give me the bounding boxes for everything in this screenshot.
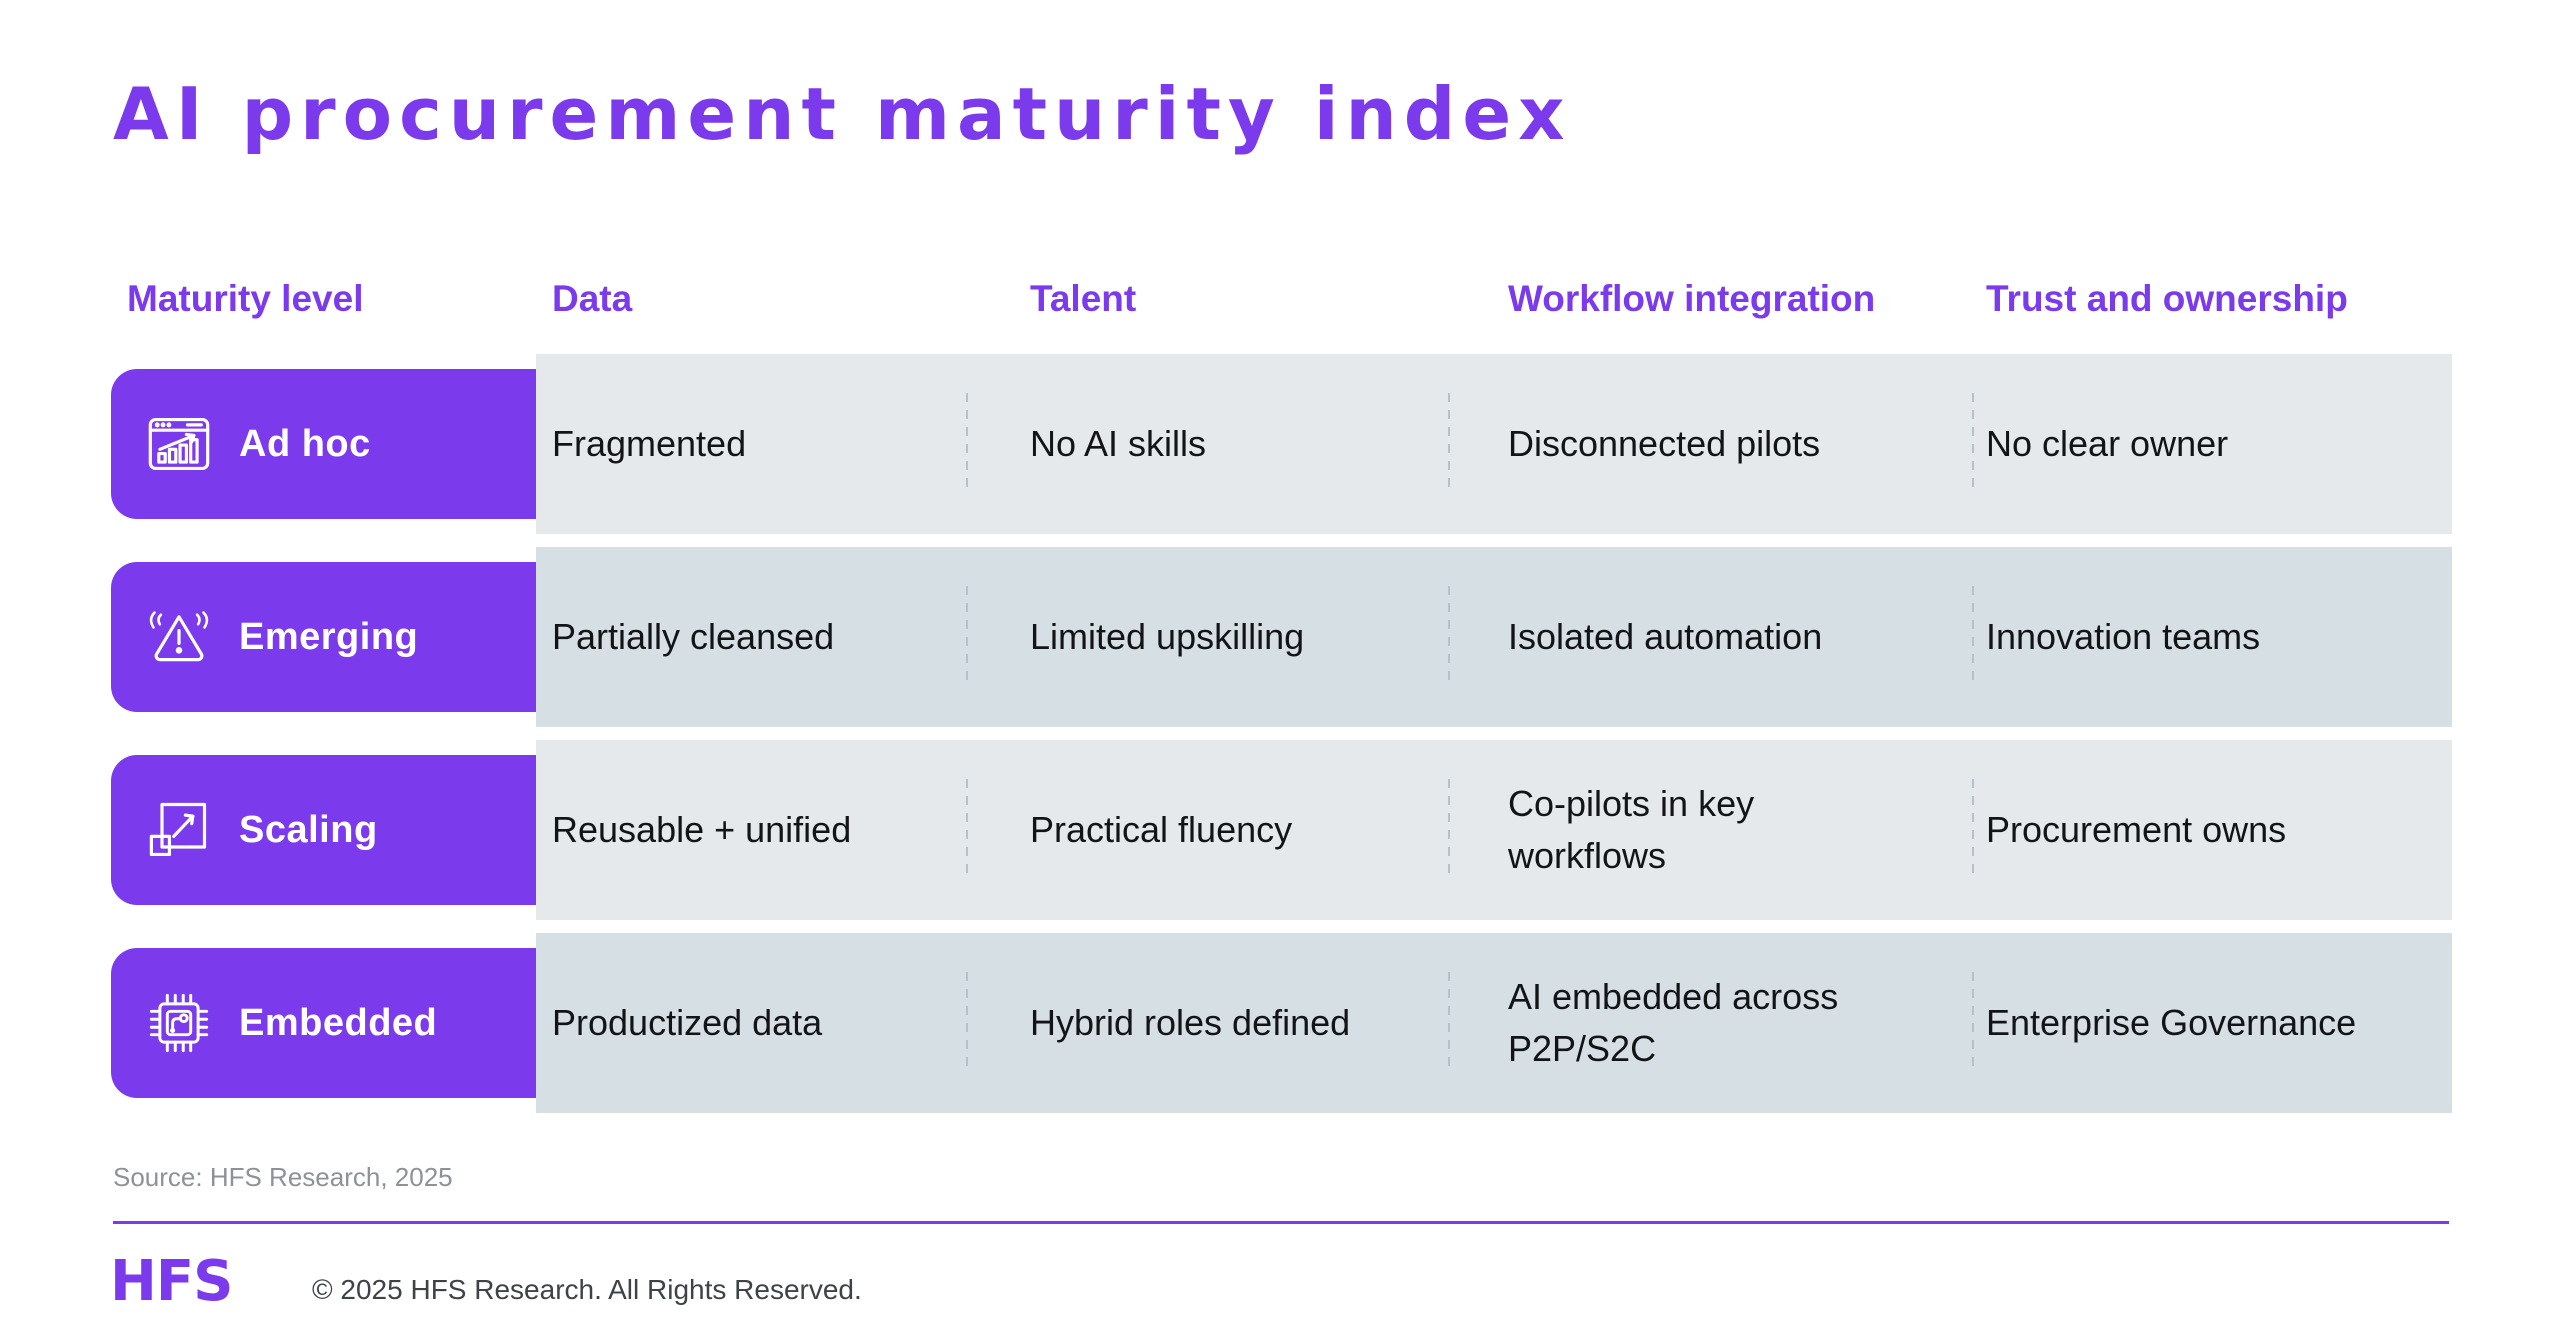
maturity-level-label: Emerging: [239, 615, 419, 658]
column-divider: [966, 393, 968, 495]
row-background: [536, 740, 2452, 920]
column-divider: [966, 586, 968, 688]
cell-trust-and-ownership: Innovation teams: [1986, 615, 2261, 657]
maturity-level-pill: Ad hoc: [111, 369, 536, 519]
column-divider: [1972, 972, 1974, 1074]
maturity-level-label: Embedded: [239, 1001, 438, 1044]
column-divider: [966, 972, 968, 1074]
column-header-workflow-integration: Workflow integration: [1508, 278, 1876, 319]
column-header-talent: Talent: [1030, 278, 1137, 319]
source-note: Source: HFS Research, 2025: [113, 1162, 453, 1192]
column-divider: [1972, 779, 1974, 881]
maturity-level-pill: Scaling: [111, 755, 536, 905]
column-divider: [1448, 393, 1450, 495]
column-divider: [1972, 586, 1974, 688]
cell-workflow-integration: Isolated automation: [1508, 615, 1823, 657]
cell-trust-and-ownership: Enterprise Governance: [1986, 1001, 2357, 1043]
chip-icon: [145, 989, 213, 1057]
cell-workflow-integration: Disconnected pilots: [1508, 422, 1821, 464]
page-title: AI procurement maturity index: [113, 72, 1572, 156]
cell-talent: Practical fluency: [1030, 808, 1293, 850]
column-divider: [1448, 586, 1450, 688]
cell-trust-and-ownership: No clear owner: [1986, 422, 2229, 464]
cell-trust-and-ownership: Procurement owns: [1986, 808, 2287, 850]
cell-data: Partially cleansed: [552, 615, 835, 657]
maturity-level-pill: Emerging: [111, 562, 536, 712]
cell-data: Productized data: [552, 1001, 823, 1043]
copyright-text: © 2025 HFS Research. All Rights Reserved…: [312, 1274, 862, 1305]
column-divider: [1448, 779, 1450, 881]
column-header-trust-and-ownership: Trust and ownership: [1986, 278, 2348, 319]
alert-triangle-icon: [145, 603, 213, 671]
footer-divider: [113, 1221, 2449, 1224]
table-row: Ad hoc Fragmented No AI skills Disconnec…: [0, 354, 2560, 534]
cell-talent: No AI skills: [1030, 422, 1207, 464]
cell-talent: Hybrid roles defined: [1030, 1001, 1351, 1043]
maturity-level-pill: Embedded: [111, 948, 536, 1098]
maturity-level-label: Scaling: [239, 808, 378, 851]
table-row: Embedded Productized data Hybrid roles d…: [0, 933, 2560, 1113]
table-row: Emerging Partially cleansed Limited upsk…: [0, 547, 2560, 727]
cell-talent: Limited upskilling: [1030, 615, 1305, 657]
browser-chart-icon: [145, 410, 213, 478]
maturity-level-label: Ad hoc: [239, 422, 371, 465]
cell-workflow-integration: Co-pilots in key workflows: [1508, 782, 1755, 876]
row-background: [536, 933, 2452, 1113]
column-header-maturity-level: Maturity level: [127, 278, 364, 319]
row-background: [536, 354, 2452, 534]
column-divider: [1972, 393, 1974, 495]
cell-workflow-integration: AI embedded across P2P/S2C: [1508, 975, 1839, 1069]
column-divider: [1448, 972, 1450, 1074]
scale-up-icon: [145, 796, 213, 864]
column-divider: [966, 779, 968, 881]
cell-data: Reusable + unified: [552, 808, 852, 850]
hfs-logo: HFS: [110, 1249, 233, 1314]
column-header-data: Data: [552, 278, 633, 319]
cell-data: Fragmented: [552, 422, 747, 464]
table-row: Scaling Reusable + unified Practical flu…: [0, 740, 2560, 920]
row-background: [536, 547, 2452, 727]
